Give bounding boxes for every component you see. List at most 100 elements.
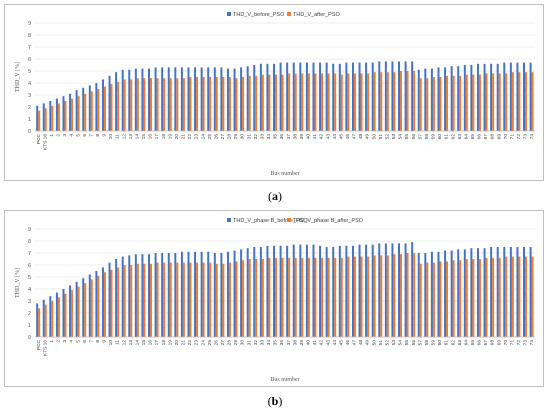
bar-before [378, 61, 381, 131]
x-tick-label: 29 [233, 134, 239, 140]
bar-before [161, 253, 164, 337]
x-tick-label: 35 [273, 340, 279, 346]
bar-after [334, 73, 337, 131]
legend-swatch [227, 218, 231, 222]
bar-before [273, 245, 275, 337]
bar-before [233, 250, 236, 337]
bar-after [386, 255, 389, 337]
bar-after [123, 79, 126, 131]
x-tick-label: 60 [437, 134, 443, 140]
bar-before [128, 255, 131, 337]
bar-after [136, 263, 139, 337]
bar-before [240, 67, 243, 131]
bar-after [340, 74, 343, 131]
x-tick-label: 3 [62, 340, 68, 343]
x-tick-label: 31 [246, 134, 252, 140]
bar-after [419, 78, 422, 131]
legend-label: THD_V_after_PSO [293, 12, 340, 18]
bar-after [255, 259, 258, 337]
x-tick-label: 42 [319, 340, 325, 346]
bar-before [404, 61, 407, 131]
x-tick-label: 27 [220, 134, 226, 140]
x-tick-label: 30 [240, 340, 246, 346]
bar-after [103, 272, 106, 337]
x-tick-label: 70 [503, 134, 509, 140]
x-tick-label: 66 [477, 134, 483, 140]
y-tick-label: 8 [28, 239, 31, 245]
bar-after [492, 73, 495, 131]
bar-after [400, 71, 402, 131]
bar-after [103, 86, 106, 131]
x-tick-label: 61 [444, 340, 450, 346]
bar-after [459, 75, 462, 131]
bar-before [299, 244, 302, 337]
bar-after [406, 71, 409, 131]
bar-after [360, 73, 363, 131]
bar-before [207, 251, 210, 337]
bar-before [523, 247, 525, 337]
x-tick-label: 33 [259, 340, 265, 346]
x-tick-label: 35 [273, 134, 279, 140]
bar-before [516, 62, 519, 131]
bar-before [253, 65, 256, 131]
bar-after [235, 261, 238, 337]
bar-after [117, 267, 120, 337]
bar-before [312, 244, 315, 337]
x-tick-label: 40 [306, 340, 312, 346]
bar-after [459, 260, 462, 337]
bar-before [194, 251, 197, 337]
bar-before [200, 67, 203, 131]
x-tick-label: 11 [115, 134, 121, 139]
bar-before [490, 247, 493, 337]
x-tick-label: 64 [463, 340, 469, 346]
x-tick-label: 22 [187, 340, 193, 346]
bar-before [463, 65, 466, 131]
x-tick-label: 67 [483, 340, 489, 346]
bar-after [327, 257, 330, 337]
x-tick-label: 14 [134, 134, 140, 140]
bar-before [444, 250, 447, 337]
bar-after [97, 275, 100, 337]
y-tick-label: 8 [28, 33, 31, 39]
x-tick-label: PCC [36, 133, 42, 144]
bar-before [345, 62, 348, 131]
bar-before [141, 68, 144, 131]
bar-before [437, 251, 440, 337]
bar-after [209, 77, 212, 131]
bar-before [332, 63, 335, 131]
bar-before [226, 251, 229, 337]
bar-after [90, 279, 93, 337]
bar-before [148, 68, 150, 131]
bar-after [268, 74, 271, 131]
y-tick-label: 4 [28, 287, 31, 293]
bar-before [476, 63, 479, 131]
bar-after [209, 262, 212, 337]
legend-label: THD_V_phase B_after_PSO [293, 218, 364, 224]
x-tick-label: 57 [417, 134, 423, 140]
x-tick-label: 41 [312, 340, 318, 346]
bar-after [130, 265, 133, 337]
bar-after [136, 78, 139, 131]
y-tick-label: 7 [28, 251, 31, 257]
bar-before [325, 62, 328, 131]
x-tick-label: 20 [174, 340, 180, 346]
label-open: ( [268, 189, 272, 203]
bar-before [62, 96, 65, 131]
bar-before [121, 256, 124, 337]
x-tick-label: 50 [371, 340, 377, 346]
x-tick-label: 17 [154, 340, 160, 346]
x-tick-label: 30 [240, 134, 246, 140]
panel-label-b: (b) [0, 394, 550, 409]
x-tick-label: 46 [345, 340, 351, 346]
bar-before [180, 251, 183, 337]
x-tick-label: 16 [148, 340, 154, 346]
x-tick-label: 2 [56, 134, 62, 137]
bar-after [38, 110, 41, 131]
bar-before [424, 253, 427, 337]
x-tick-label: 11 [115, 340, 121, 345]
bar-before [161, 67, 164, 131]
bar-after [222, 77, 225, 131]
bar-before [174, 67, 177, 131]
bar-before [391, 243, 394, 337]
bar-before [378, 243, 381, 337]
